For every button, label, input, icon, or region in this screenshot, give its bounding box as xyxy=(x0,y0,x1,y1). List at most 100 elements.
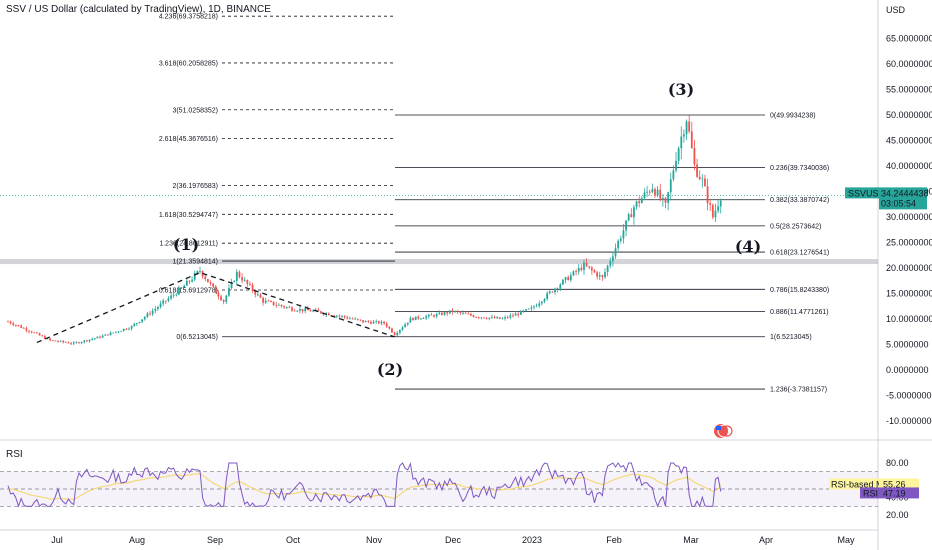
candle-body xyxy=(551,291,554,293)
candle-body xyxy=(67,342,70,344)
candle-body xyxy=(501,318,504,320)
candle-body xyxy=(333,315,336,317)
candle-body xyxy=(706,186,709,204)
candle-body xyxy=(312,310,314,312)
candle-body xyxy=(359,319,362,321)
candle-body xyxy=(151,310,154,315)
candle-body xyxy=(454,311,456,313)
candle-body xyxy=(277,304,280,306)
candle-body xyxy=(711,204,714,218)
candle-body xyxy=(54,340,57,342)
candle-body xyxy=(690,131,693,148)
candle-body xyxy=(385,323,388,327)
candle-body xyxy=(604,272,606,278)
rsi-tick-label: 80.00 xyxy=(886,458,909,468)
candle-body xyxy=(267,300,270,302)
symbol-tag-text: SSVUSD xyxy=(848,188,886,198)
candle-body xyxy=(335,315,338,317)
candle-body xyxy=(491,316,493,318)
candle-body xyxy=(635,201,638,208)
fib-ret-level-label: 1(6.5213045) xyxy=(770,334,812,341)
candle-body xyxy=(417,316,420,319)
wave-label: (1) xyxy=(173,235,199,254)
candle-body xyxy=(188,280,191,282)
fib-ext-level-label: 1.236(24.8612911) xyxy=(159,241,218,248)
time-tick-label: Apr xyxy=(759,535,773,545)
candle-body xyxy=(243,279,246,281)
candle-body xyxy=(625,220,627,231)
candle-body xyxy=(346,317,349,319)
candle-body xyxy=(114,331,117,333)
candle-body xyxy=(117,331,120,333)
candle-body xyxy=(370,321,372,324)
fib-ext-level-label: 3.618(60.2058285) xyxy=(159,60,218,67)
candle-body xyxy=(86,340,88,342)
candle-body xyxy=(9,321,12,324)
candle-body xyxy=(714,210,717,218)
fib-ret-level-label: 0(49.9934238) xyxy=(770,113,816,120)
candle-body xyxy=(43,336,46,339)
candle-body xyxy=(609,261,612,266)
candle-body xyxy=(459,311,462,313)
candle-body xyxy=(91,338,94,340)
candle-body xyxy=(78,342,80,344)
candle-body xyxy=(446,312,449,314)
wave-label: (3) xyxy=(668,80,694,99)
candle-body xyxy=(64,342,67,343)
rsi-tick-label: 20.00 xyxy=(886,510,909,520)
candle-body xyxy=(506,317,509,318)
time-tick-label: Jul xyxy=(51,535,63,545)
candle-body xyxy=(25,328,28,331)
candle-body xyxy=(667,192,670,203)
candle-body xyxy=(351,318,354,320)
candle-body xyxy=(356,318,359,320)
candle-body xyxy=(230,282,233,289)
candle-body xyxy=(343,315,346,318)
candle-body xyxy=(70,343,73,345)
rsi-ma-label: RSI-based MA xyxy=(831,479,890,489)
candle-body xyxy=(206,279,209,283)
candle-body xyxy=(488,317,491,319)
candle-body xyxy=(299,309,301,311)
candle-body xyxy=(62,340,65,343)
candle-body xyxy=(451,310,454,313)
candle-body xyxy=(643,192,646,199)
candle-body xyxy=(99,336,101,338)
fib-ext-level-label: 1.618(30.5294747) xyxy=(159,212,218,219)
candle-body xyxy=(427,314,430,317)
time-tick-label: 2023 xyxy=(522,535,542,545)
candle-body xyxy=(422,318,425,320)
candle-body xyxy=(575,271,577,272)
fib-ext-level-label: 0(6.5213045) xyxy=(176,334,218,341)
candle-body xyxy=(259,294,262,298)
candle-body xyxy=(28,330,30,332)
candle-body xyxy=(698,176,701,180)
us-flag-event-icon[interactable] xyxy=(714,424,733,438)
candle-body xyxy=(467,313,470,315)
candle-body xyxy=(677,148,680,161)
candle-body xyxy=(509,315,512,318)
candle-body xyxy=(157,307,159,309)
candle-body xyxy=(380,321,383,324)
candle-body xyxy=(320,311,322,314)
candle-body xyxy=(235,271,238,281)
candle-body xyxy=(167,298,170,301)
candle-body xyxy=(185,280,188,286)
candle-body xyxy=(556,288,559,290)
rsi-value: 47.19 xyxy=(883,488,906,498)
time-tick-label: Oct xyxy=(286,535,301,545)
candle-body xyxy=(527,308,530,310)
candle-body xyxy=(693,147,696,165)
candle-body xyxy=(498,317,501,319)
candle-body xyxy=(485,318,488,320)
candle-body xyxy=(530,307,533,309)
price-tick-label: 20.0000000 xyxy=(886,263,932,273)
candle-body xyxy=(51,340,54,342)
fib-ret-level-label: 1.236(-3.7381157) xyxy=(770,387,827,394)
rsi-line xyxy=(7,461,722,508)
candle-body xyxy=(270,301,272,302)
candle-body xyxy=(306,308,309,311)
candle-body xyxy=(228,288,230,296)
candle-body xyxy=(656,189,659,196)
